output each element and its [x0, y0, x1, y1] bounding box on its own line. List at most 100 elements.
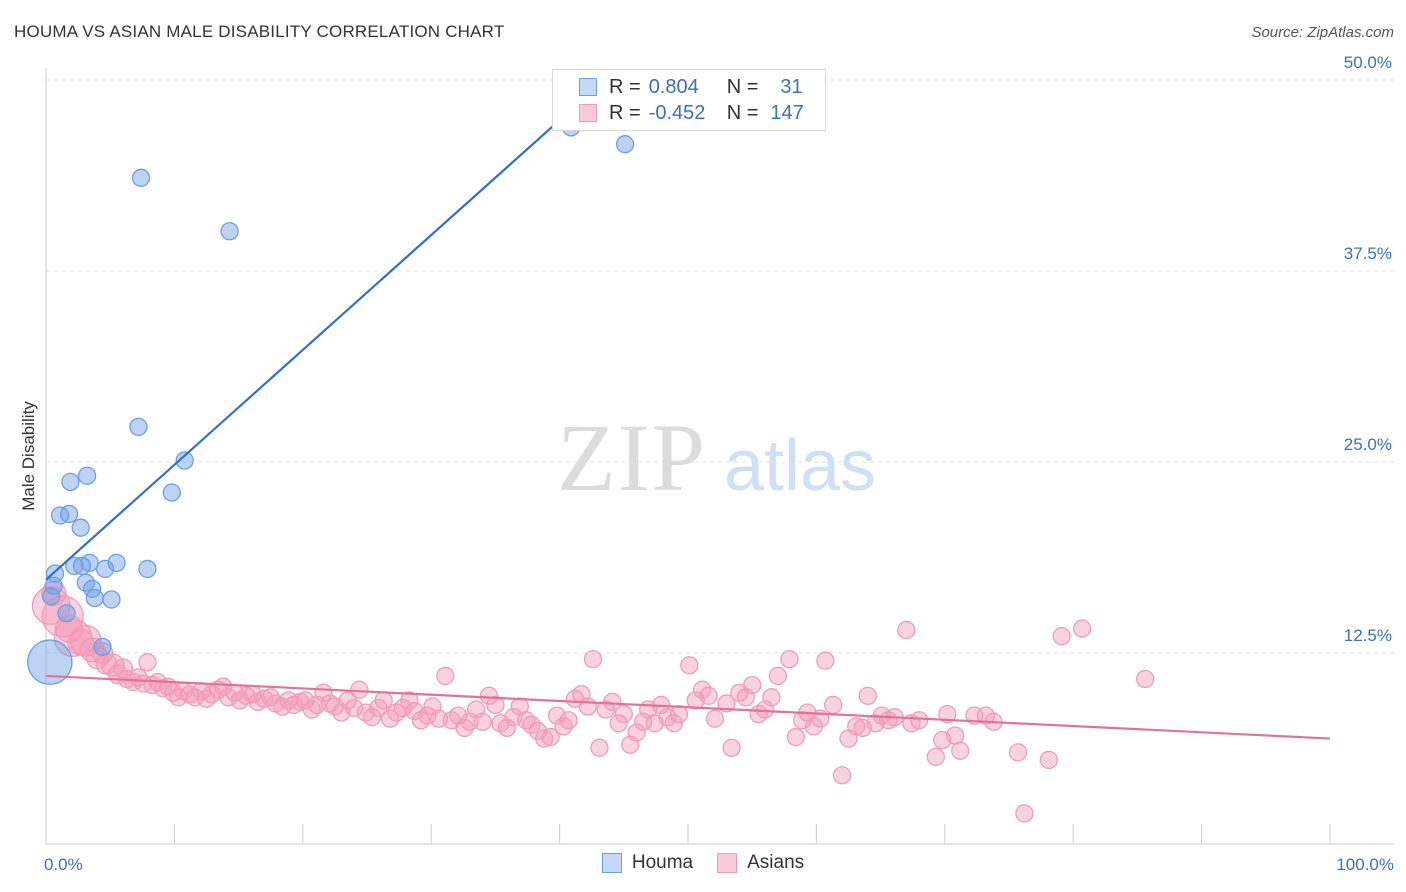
- legend-n-value: 31: [780, 75, 803, 98]
- y-axis-label: Male Disability: [19, 401, 38, 511]
- asians-point: [497, 718, 517, 738]
- asians-point: [786, 727, 806, 747]
- stats-legend: R = 0.804 N = 31 R = -0.452 N = 147: [552, 69, 826, 131]
- houma-point: [138, 559, 157, 579]
- asians-point: [823, 695, 843, 715]
- asians-point: [832, 766, 852, 785]
- legend-item-houma[interactable]: Houma: [601, 852, 694, 874]
- houma-point: [93, 637, 112, 657]
- asians-point: [816, 651, 835, 670]
- asians-point: [180, 685, 199, 704]
- houma-point: [80, 553, 99, 572]
- houma-trend-line: [45, 79, 606, 581]
- asians-point: [237, 686, 256, 705]
- houma-point: [102, 590, 121, 609]
- houma-point: [65, 556, 84, 576]
- asians-point: [578, 697, 597, 716]
- asians-point: [897, 620, 916, 640]
- houma-point: [107, 553, 126, 572]
- houma-points: [27, 118, 635, 685]
- watermark: ZIP atlas: [557, 404, 876, 511]
- houma-point: [77, 466, 97, 485]
- asians-point: [345, 698, 364, 718]
- x-tick-label: 0.0%: [44, 855, 83, 874]
- asians-point: [486, 695, 505, 715]
- asians-point: [722, 738, 741, 757]
- source-credit: Source: ZipAtlas.com: [1251, 24, 1394, 41]
- asians-point: [717, 694, 736, 713]
- chart-title: HOUMA VS ASIAN MALE DISABILITY CORRELATI…: [14, 22, 505, 41]
- asians-point: [547, 706, 567, 725]
- y-tick-label: 50.0%: [1344, 53, 1392, 72]
- legend-r-label: R =: [609, 101, 641, 124]
- asians-point: [680, 656, 699, 675]
- asians-point: [541, 727, 560, 747]
- asians-point: [362, 708, 382, 727]
- legend-r-value: -0.452: [648, 101, 706, 124]
- asians-point: [479, 686, 499, 705]
- asians-point: [350, 680, 369, 699]
- houma-point: [41, 587, 61, 606]
- legend-n-label: N =: [726, 101, 759, 124]
- series-legend: Houma Asians: [0, 852, 1406, 874]
- asians-point: [1073, 619, 1092, 638]
- gridlines: [46, 79, 1394, 654]
- legend-houma-label: Houma: [631, 852, 694, 873]
- asians-point: [296, 691, 315, 710]
- asians-point: [559, 711, 578, 730]
- y-tick-label: 12.5%: [1344, 626, 1392, 645]
- asians-point: [138, 653, 157, 672]
- asians-point: [669, 704, 689, 724]
- asians-point: [699, 686, 718, 705]
- legend-r-value: 0.804: [648, 75, 699, 98]
- legend-item-asians[interactable]: Asians: [717, 852, 804, 874]
- asians-point: [1135, 669, 1155, 689]
- houma-point: [95, 559, 115, 579]
- asians-swatch: [717, 853, 738, 873]
- x-tick-label: 100.0%: [1336, 855, 1394, 874]
- houma-point: [61, 472, 80, 492]
- axes: [45, 68, 1394, 845]
- watermark-atlas: atlas: [724, 426, 876, 506]
- asians-point: [858, 686, 877, 705]
- asians-point: [926, 747, 945, 767]
- asians-point: [436, 666, 455, 686]
- asians-point: [590, 738, 609, 757]
- asians-point: [535, 729, 554, 748]
- asians-point: [1008, 743, 1028, 762]
- asians-point: [113, 658, 134, 679]
- asians-point: [762, 688, 781, 707]
- houma-point: [162, 483, 181, 502]
- y-tick-label: 37.5%: [1344, 244, 1392, 263]
- asians-point: [614, 704, 633, 724]
- asians-point: [743, 675, 762, 695]
- houma-point: [71, 518, 90, 537]
- asians-point: [768, 666, 788, 686]
- asians-point: [951, 741, 970, 760]
- houma-point: [131, 168, 151, 187]
- asians-point: [603, 692, 622, 712]
- asians-point: [1052, 627, 1071, 646]
- tick-labels: 12.5% 25.0% 37.5% 50.0% 0.0% 100.0%: [44, 53, 1394, 874]
- asians-point: [374, 691, 393, 710]
- asians-point: [627, 723, 646, 742]
- asians-point: [214, 677, 233, 696]
- asians-point: [909, 711, 929, 730]
- asians-swatch: [579, 104, 597, 122]
- asians-point: [780, 649, 799, 669]
- asians-point: [255, 689, 274, 708]
- houma-point: [27, 639, 73, 685]
- legend-r-label: R =: [609, 75, 641, 98]
- asians-point: [583, 649, 603, 669]
- watermark-zip: ZIP: [557, 404, 707, 511]
- asians-point: [473, 712, 492, 731]
- houma-point: [220, 222, 239, 241]
- legend-n-value: 147: [770, 101, 804, 124]
- asians-trend-line: [45, 674, 1331, 740]
- houma-point: [85, 588, 104, 608]
- houma-swatch: [579, 78, 597, 96]
- legend-row-houma: R = 0.804 N = 31: [579, 75, 803, 99]
- houma-point: [45, 564, 65, 583]
- houma-point: [57, 604, 76, 623]
